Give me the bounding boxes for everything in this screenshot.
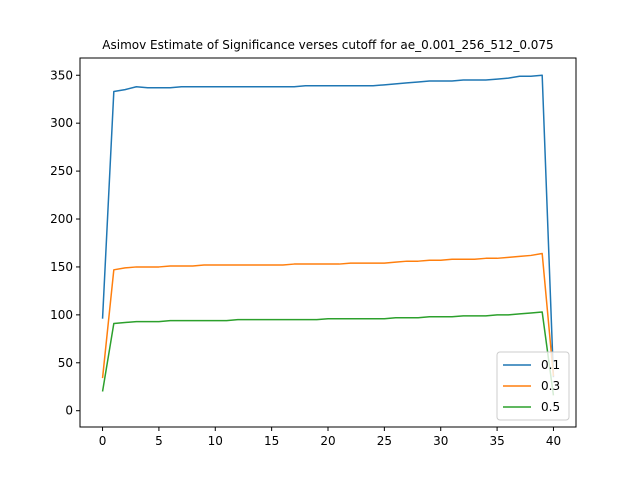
x-tick-label: 15 (264, 434, 279, 448)
legend-label-0.1: 0.1 (541, 358, 560, 372)
x-tick-label: 25 (377, 434, 392, 448)
x-tick-label: 20 (320, 434, 335, 448)
legend-label-0.3: 0.3 (541, 379, 560, 393)
y-tick-label: 250 (50, 164, 73, 178)
x-tick-label: 10 (208, 434, 223, 448)
chart-title: Asimov Estimate of Significance verses c… (102, 38, 553, 52)
series-line-0.3 (101, 252, 555, 379)
x-tick-label: 5 (155, 434, 163, 448)
series-layer (101, 74, 555, 396)
legend: 0.1 0.3 0.5 (496, 351, 570, 421)
y-tick-label: 100 (50, 308, 73, 322)
axes-layer: 0 5 10 15 20 25 30 35 40 0 50 100 150 200 250 300 350 (50, 57, 577, 448)
y-tick-label: 200 (50, 212, 73, 226)
x-tick-label: 30 (433, 434, 448, 448)
y-tick-label: 0 (65, 404, 73, 418)
y-tick-label: 300 (50, 116, 73, 130)
x-tick-label: 40 (546, 434, 561, 448)
legend-label-0.5: 0.5 (541, 400, 560, 414)
y-tick-label: 350 (50, 68, 73, 82)
legend-box (496, 351, 570, 421)
y-tick-label: 150 (50, 260, 73, 274)
series-line-0.5 (101, 311, 555, 396)
series-line-0.1 (101, 74, 555, 378)
y-tick-label: 50 (58, 356, 73, 370)
x-tick-label: 0 (99, 434, 107, 448)
x-tick-label: 35 (489, 434, 504, 448)
